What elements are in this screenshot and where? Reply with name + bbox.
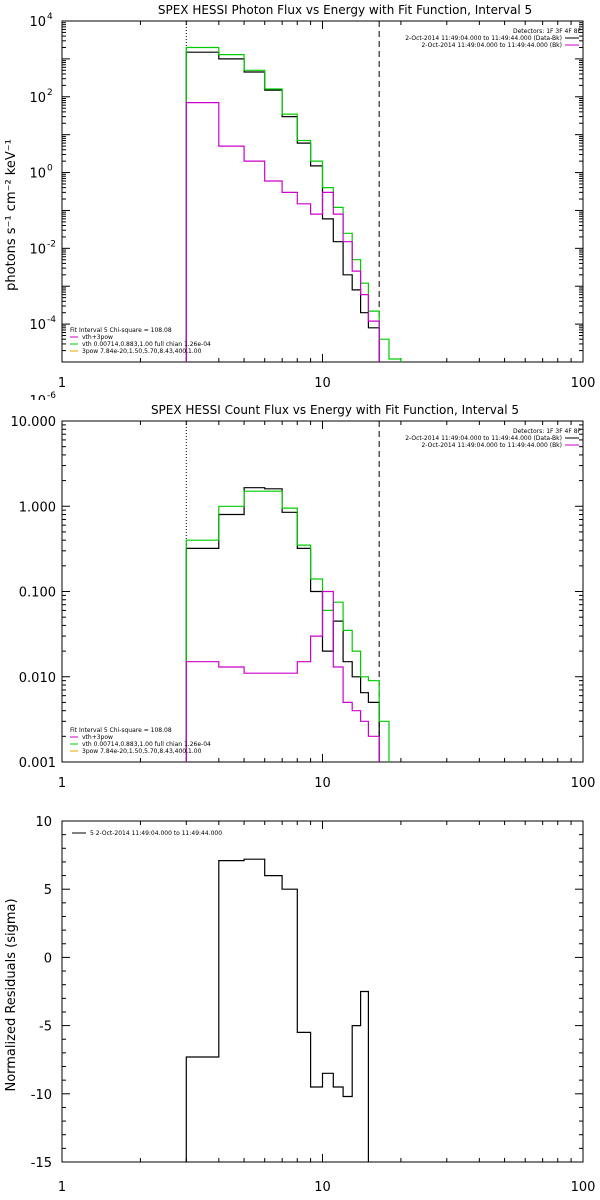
y-tick-label: 0.100 — [19, 586, 56, 601]
black-histogram-series — [185, 858, 369, 1162]
axes-frame — [61, 820, 584, 1163]
y-tick-exponent: -6 — [47, 391, 56, 400]
legend-entry: vth+3pow — [82, 334, 113, 341]
legend-header: Fit Interval 5 Chi-square = 108.08 — [70, 327, 172, 334]
y-tick-base: 10 — [29, 394, 46, 400]
y-tick-label: 10 — [29, 242, 46, 257]
legend-entry: vth 0.00714,0.883,1.00 full chian 1.26e-… — [82, 741, 211, 748]
y-axis-label: Normalized Residuals (sigma) — [4, 898, 19, 1091]
legend-entry: 3pow 7.84e-20,1.50,5.70,8.43,400,1.00 — [82, 748, 202, 755]
black-histogram-series — [185, 51, 380, 362]
y-tick-base: 10 — [29, 91, 46, 106]
y-tick-base: 10 — [29, 167, 46, 182]
y-tick-label: 10 — [29, 318, 46, 333]
y-tick-exponent: 2 — [47, 88, 53, 98]
y-tick-label: 1.000 — [19, 500, 56, 515]
y-tick-label: 10 — [29, 15, 46, 30]
y-tick-label: 10 — [29, 394, 46, 400]
count-flux-chart: SPEX HESSI Count Flux vs Energy with Fit… — [11, 403, 596, 791]
x-tick-label: 1 — [58, 1180, 66, 1195]
y-axis-label: photons s⁻¹ cm⁻² keV⁻¹ — [4, 139, 19, 291]
y-tick-label: 0 — [44, 951, 52, 966]
y-tick-label: 10 — [29, 167, 46, 182]
y-tick-label: 0.010 — [19, 671, 56, 686]
legend-entry: 3pow 7.84e-20,1.50,5.70,8.43,400,1.00 — [82, 348, 202, 355]
y-tick-label: -15 — [31, 1156, 52, 1171]
magenta-histogram-series — [185, 590, 380, 762]
legend-entry: 5 2-Oct-2014 11:49:04.000 to 11:49:44.00… — [90, 830, 222, 837]
x-tick-label: 100 — [571, 776, 596, 791]
x-tick-label: 1 — [58, 776, 66, 791]
y-tick-exponent: -4 — [47, 315, 56, 325]
residuals-chart: Normalized Residuals (sigma) 1 10 100 10 5 0 -… — [4, 815, 596, 1195]
y-tick-label: -10 — [31, 1088, 52, 1103]
x-tick-label: 100 — [571, 1180, 596, 1195]
y-tick-exponent: 4 — [47, 12, 53, 22]
legend-entry: 2-Oct-2014 11:49:04.000 to 11:49:44.000 … — [422, 442, 563, 449]
legend-entry: 2-Oct-2014 11:49:04.000 to 11:49:44.000 … — [405, 435, 562, 442]
y-tick-exponent: 0 — [47, 164, 53, 174]
y-tick-label: 0.001 — [19, 756, 56, 771]
green-histogram-series — [185, 490, 390, 762]
y-tick-label: 10.000 — [11, 415, 57, 430]
green-histogram-series — [185, 46, 402, 362]
y-tick-label: 5 — [44, 883, 52, 898]
y-tick-base: 10 — [29, 15, 46, 30]
x-tick-label: 100 — [571, 376, 596, 391]
plot-area: 1 10 100 10 5 0 -5 -10 -15 5 2-Oct-2014 11:49:04.… — [31, 815, 596, 1195]
black-histogram-series — [185, 487, 380, 762]
legend-entry: vth 0.00714,0.883,1.00 full chian 1.26e-… — [82, 341, 211, 348]
x-tick-label: 10 — [314, 776, 331, 791]
magenta-histogram-series — [185, 102, 380, 362]
legend-header: Detectors: 1F 3F 4F 8F — [513, 28, 582, 35]
y-tick-base: 10 — [29, 318, 46, 333]
y-tick-base: 10 — [29, 242, 46, 257]
y-tick-label: 10 — [35, 815, 52, 830]
legend-header: Fit Interval 5 Chi-square = 108.08 — [70, 727, 172, 734]
plot-area: 1 10 100 10.000 1.000 0.100 0.010 0.001 Detector… — [11, 415, 596, 791]
y-tick-label: -5 — [39, 1020, 52, 1035]
legend-header: Detectors: 1F 3F 4F 8F — [513, 428, 582, 435]
photon-flux-chart: SPEX HESSI Photon Flux vs Energy with Fi… — [4, 3, 595, 400]
legend-entry: vth+3pow — [82, 734, 113, 741]
chart-title: SPEX HESSI Count Flux vs Energy with Fit… — [151, 403, 519, 417]
x-tick-label: 10 — [314, 1180, 331, 1195]
chart-title: SPEX HESSI Photon Flux vs Energy with Fi… — [158, 3, 532, 17]
x-tick-label: 10 — [314, 376, 331, 391]
legend-entry: 2-Oct-2014 11:49:04.000 to 11:49:44.000 … — [422, 42, 563, 49]
x-tick-label: 1 — [58, 376, 66, 391]
y-tick-label: 10 — [29, 91, 46, 106]
y-tick-exponent: -2 — [47, 239, 56, 249]
legend-entry: 2-Oct-2014 11:49:04.000 to 11:49:44.000 … — [405, 35, 562, 42]
